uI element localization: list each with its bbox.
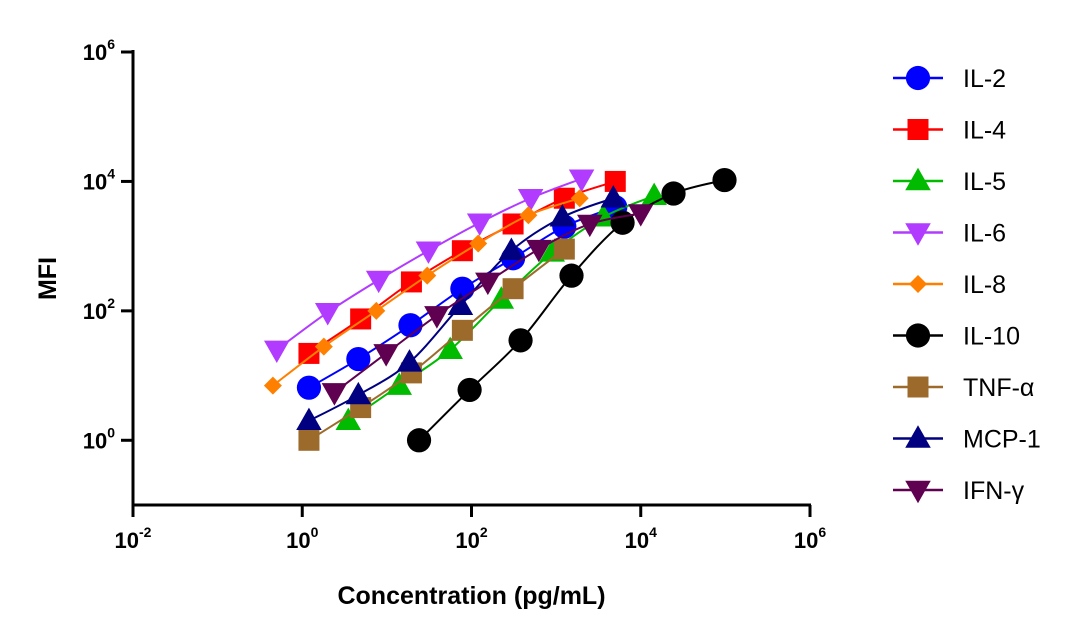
series-ifn- <box>321 204 654 406</box>
data-point-il-5 <box>437 336 463 360</box>
legend-label: IL-4 <box>963 117 1006 145</box>
legend-marker <box>905 223 931 246</box>
data-point-il-8 <box>519 206 538 225</box>
data-point-il-6 <box>466 213 493 236</box>
data-point-il-4 <box>604 170 626 192</box>
legend-marker <box>905 167 931 191</box>
data-point-il-4 <box>298 342 320 364</box>
legend-item-il-2: IL-2 <box>893 65 1006 93</box>
data-point-il-10 <box>457 377 482 403</box>
legend-marker <box>905 323 931 348</box>
data-point-mcp-1 <box>549 204 576 227</box>
legend-item-il-4: IL-4 <box>893 117 1006 145</box>
legend-item-il-10: IL-10 <box>893 323 1020 351</box>
y-axis-title: MFI <box>34 257 62 300</box>
data-point-il-8 <box>314 337 333 356</box>
legend-item-il-5: IL-5 <box>893 167 1006 196</box>
plot-area <box>263 167 737 453</box>
data-point-il-10 <box>559 263 584 288</box>
data-point-il-10 <box>406 428 432 453</box>
data-point-il-8 <box>469 234 488 253</box>
legend-item-mcp-1: MCP-1 <box>893 425 1041 454</box>
data-point-tnf- <box>502 278 524 300</box>
x-tick-label: 106 <box>794 524 826 553</box>
data-point-mcp-1 <box>396 349 423 372</box>
x-axis-title: Concentration (pg/mL) <box>337 582 605 610</box>
data-point-tnf- <box>451 319 473 341</box>
legend-item-ifn-: IFN-γ <box>893 477 1025 505</box>
data-point-ifn- <box>424 306 450 329</box>
legend-marker <box>909 275 927 293</box>
data-point-il-6 <box>264 340 290 364</box>
x-tick-label: 102 <box>455 524 487 553</box>
data-point-tnf- <box>553 238 575 260</box>
legend-marker <box>907 376 929 398</box>
series-il-6 <box>264 169 595 364</box>
data-point-ifn- <box>577 214 603 238</box>
legend-item-il-8: IL-8 <box>893 271 1006 299</box>
legend-label: TNF-α <box>963 374 1034 402</box>
data-point-mcp-1 <box>447 292 474 315</box>
y-tick-label: 104 <box>83 165 115 194</box>
legend-item-il-6: IL-6 <box>893 220 1006 248</box>
legend-label: IL-8 <box>963 271 1006 299</box>
data-point-il-6 <box>415 241 442 264</box>
legend-marker <box>905 480 931 504</box>
data-point-mcp-1 <box>296 407 322 431</box>
y-tick-label: 102 <box>83 295 115 324</box>
x-tick-label: 100 <box>286 524 318 553</box>
series-line-il-6 <box>276 177 582 351</box>
legend-marker <box>907 119 929 140</box>
series-il-4 <box>298 170 626 364</box>
axes: 10-2 100 102 104 106 100 102 104 106 <box>83 36 827 553</box>
data-point-il-6 <box>314 303 341 326</box>
data-point-il-6 <box>365 270 392 294</box>
series-mcp-1 <box>296 185 627 431</box>
data-point-il-10 <box>661 181 686 206</box>
data-point-ifn- <box>475 272 501 296</box>
y-tick-label: 106 <box>83 36 115 65</box>
series-tnf- <box>298 238 575 451</box>
data-point-il-2 <box>346 346 371 372</box>
data-point-il-2 <box>296 375 322 400</box>
data-point-il-6 <box>568 169 595 192</box>
data-point-ifn- <box>321 383 348 406</box>
data-point-il-10 <box>508 328 533 353</box>
series-line-ifn- <box>333 212 641 394</box>
data-point-mcp-1 <box>600 185 627 208</box>
data-point-il-5 <box>386 372 413 395</box>
legend: IL-2 IL-4 IL-5 IL-6 IL-8 IL-10 TNF-α MCP-1 IFN-γ <box>893 65 1041 505</box>
data-point-il-10 <box>712 167 737 193</box>
legend-marker <box>905 65 931 91</box>
data-point-mcp-1 <box>498 237 525 260</box>
data-point-il-5 <box>335 407 362 431</box>
legend-label: IL-6 <box>963 220 1006 248</box>
x-tick-label: 10-2 <box>115 524 152 553</box>
data-point-il-8 <box>418 266 437 285</box>
data-point-ifn- <box>627 204 654 227</box>
data-point-mcp-1 <box>345 381 372 405</box>
series-il-8 <box>263 189 589 395</box>
legend-label: IL-2 <box>963 65 1006 93</box>
legend-label: IL-10 <box>963 323 1020 351</box>
data-point-il-8 <box>367 301 386 320</box>
data-point-tnf- <box>298 429 320 451</box>
data-point-il-6 <box>517 188 544 212</box>
data-point-ifn- <box>526 239 552 263</box>
data-point-il-8 <box>570 189 589 208</box>
legend-marker <box>905 425 931 448</box>
y-tick-label: 100 <box>83 424 115 453</box>
data-point-il-4 <box>400 271 422 293</box>
legend-label: IL-5 <box>963 168 1006 196</box>
legend-label: IFN-γ <box>963 477 1025 505</box>
series-il-10 <box>406 167 737 453</box>
legend-item-tnf-: TNF-α <box>893 374 1034 402</box>
data-point-ifn- <box>373 344 399 367</box>
data-point-il-8 <box>263 376 282 395</box>
x-tick-label: 104 <box>625 524 657 553</box>
legend-label: MCP-1 <box>963 426 1041 454</box>
